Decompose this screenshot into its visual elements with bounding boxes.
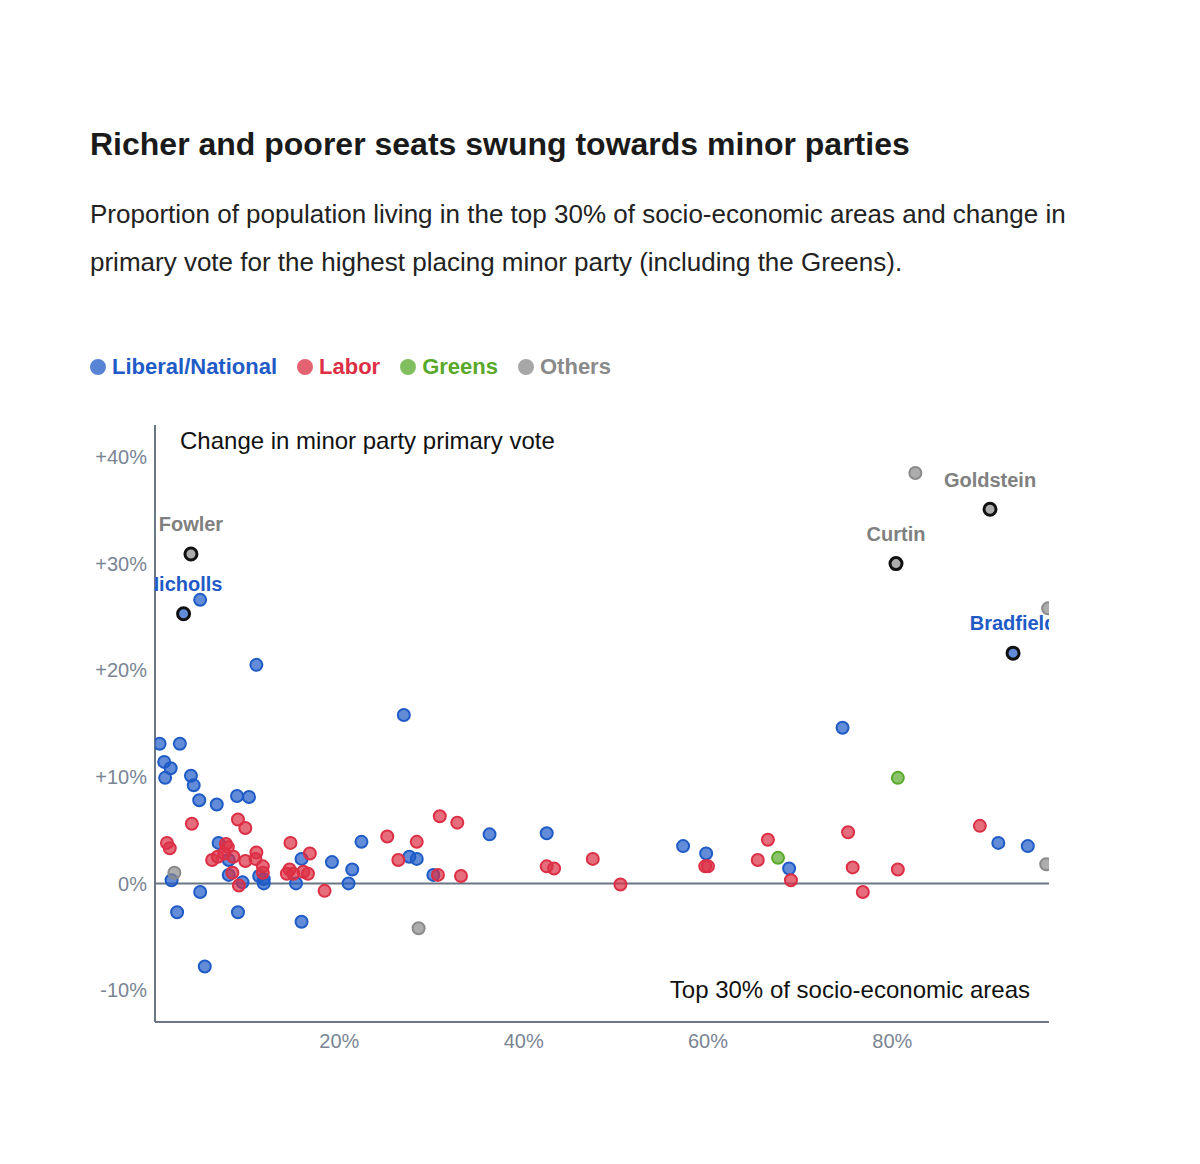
svg-text:60%: 60%: [688, 1030, 728, 1052]
html-text:Richer and poorer seats swung: Richer and poorer seats swung towards mi…: [90, 126, 910, 162]
svg-text:Nicholls: Nicholls: [155, 573, 222, 595]
svg-text:40%: 40%: [504, 1030, 544, 1052]
html-text:Others: Others: [540, 354, 611, 379]
svg-text:0%: 0%: [118, 873, 147, 895]
svg-text:80%: 80%: [872, 1030, 912, 1052]
svg-text:+20%: +20%: [95, 659, 147, 681]
html-text:Proportion of population livin: Proportion of population living in the t…: [90, 199, 1066, 277]
svg-text:20%: 20%: [319, 1030, 359, 1052]
svg-text:-10%: -10%: [100, 979, 147, 1001]
html-text:Greens: Greens: [422, 354, 498, 379]
svg-text:Curtin: Curtin: [867, 523, 926, 545]
svg-text:+30%: +30%: [95, 553, 147, 575]
html-text:Change in minor party primary: Change in minor party primary vote: [180, 427, 555, 454]
svg-text:Bradfield: Bradfield: [970, 612, 1049, 634]
svg-text:Goldstein: Goldstein: [944, 469, 1036, 491]
html-text:Labor: Labor: [319, 354, 381, 379]
html-text:Liberal/National: Liberal/National: [112, 354, 277, 379]
svg-text:+10%: +10%: [95, 766, 147, 788]
svg-text:+40%: +40%: [95, 446, 147, 468]
html-text:Top 30% of socio-economic area: Top 30% of socio-economic areas: [669, 976, 1030, 1003]
svg-text:Fowler: Fowler: [159, 513, 224, 535]
